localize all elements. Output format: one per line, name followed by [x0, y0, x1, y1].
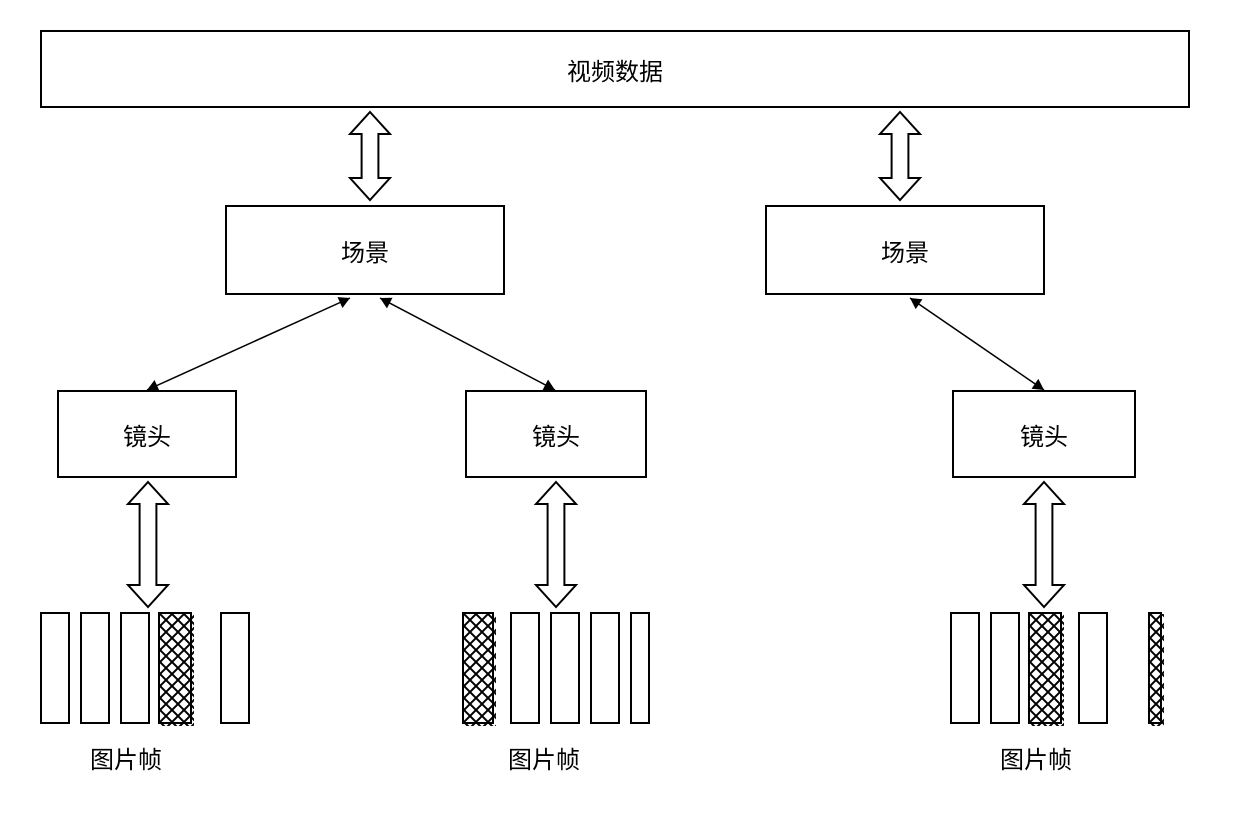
- node-shot2: 镜头: [465, 390, 647, 478]
- block-arrow-1: [880, 112, 920, 200]
- block-arrow-0: [350, 112, 390, 200]
- thin-arrow-0: [135, 286, 362, 402]
- frame-2-3: [1078, 612, 1108, 724]
- thin-arrow-1: [368, 286, 567, 402]
- frame-group-label-0: 图片帧: [90, 740, 162, 775]
- frame-1-3: [590, 612, 620, 724]
- block-arrow-4: [1024, 482, 1064, 607]
- frame-2-4: [1148, 612, 1162, 724]
- node-scene1: 场景: [225, 205, 505, 295]
- frame-0-4: [220, 612, 250, 724]
- frame-2-1: [990, 612, 1020, 724]
- node-root: 视频数据: [40, 30, 1190, 108]
- frame-0-0: [40, 612, 70, 724]
- frame-group-label-1: 图片帧: [508, 740, 580, 775]
- block-arrow-3: [536, 482, 576, 607]
- thin-arrow-2: [898, 286, 1056, 402]
- frame-0-2: [120, 612, 150, 724]
- frame-0-1: [80, 612, 110, 724]
- block-arrow-2: [128, 482, 168, 607]
- frame-1-1: [510, 612, 540, 724]
- node-shot1: 镜头: [57, 390, 237, 478]
- frame-1-2: [550, 612, 580, 724]
- frame-1-4: [630, 612, 650, 724]
- frame-group-label-2: 图片帧: [1000, 740, 1072, 775]
- frame-0-3: [158, 612, 192, 724]
- node-shot3: 镜头: [952, 390, 1136, 478]
- frame-2-0: [950, 612, 980, 724]
- frame-2-2: [1028, 612, 1062, 724]
- frame-1-0: [462, 612, 494, 724]
- node-scene2: 场景: [765, 205, 1045, 295]
